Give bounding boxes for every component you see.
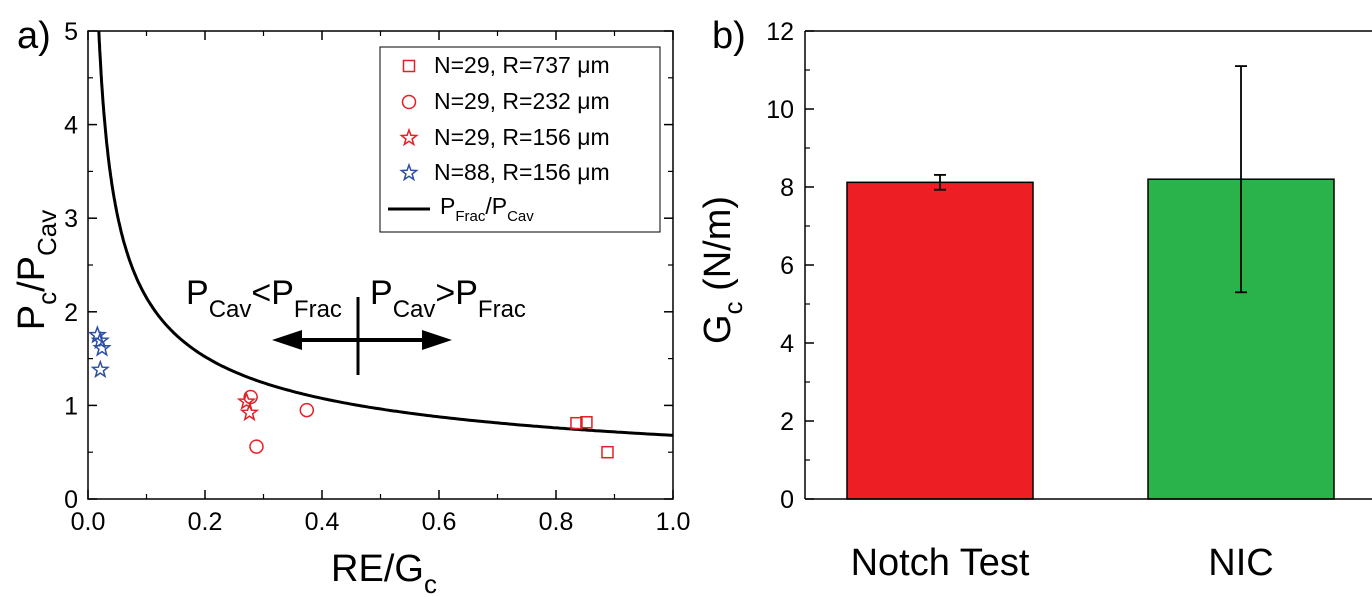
panel-a-x-axis-label: RE/Gc xyxy=(331,548,437,597)
x-tick-label: 0.8 xyxy=(539,508,574,536)
panel-a-ticks: 0.0 0.2 0.4 0.6 0.8 1.0 0 1 2 3 4 5 xyxy=(64,18,690,536)
panel-b-ticks: 0 2 4 6 8 10 12 xyxy=(766,18,814,514)
data-point xyxy=(570,416,583,430)
legend-frame xyxy=(379,46,661,233)
x-tick-label: 1.0 xyxy=(656,508,691,536)
y-tick-label: 4 xyxy=(64,112,78,140)
y-tick-label: 0 xyxy=(780,486,794,514)
data-point xyxy=(87,325,108,344)
data-point xyxy=(249,439,264,454)
data-point xyxy=(299,402,315,418)
y-tick-label: 0 xyxy=(64,486,78,514)
data-point xyxy=(601,445,614,459)
panel-b: b) Notch Test NIC 0 2 4 6 8 10 12 Gc (N/m) xyxy=(697,15,1372,584)
pfrac-pcav-curve xyxy=(97,31,674,437)
y-tick-label: 5 xyxy=(64,18,78,46)
y-tick-label: 1 xyxy=(64,392,78,420)
panel-b-label: b) xyxy=(712,15,746,57)
y-tick-label: 8 xyxy=(780,174,794,202)
legend-marker xyxy=(399,162,419,182)
bar xyxy=(846,181,1034,500)
data-point xyxy=(580,415,593,429)
annotation-arrow-right-head xyxy=(422,330,452,350)
panel-a-label: a) xyxy=(17,15,51,57)
data-point xyxy=(92,338,112,357)
panel-a-y-axis-label: Pc/PCav xyxy=(11,210,62,331)
legend-label-3: N=29, R=156 μm xyxy=(434,124,610,150)
legend-label-4: N=88, R=156 μm xyxy=(434,159,610,185)
y-tick-label: 12 xyxy=(766,18,794,46)
y-tick-label: 2 xyxy=(780,408,794,436)
bar-category-label: Notch Test xyxy=(851,542,1030,584)
legend-label-1: N=29, R=737 μm xyxy=(434,52,610,78)
cavitation-fracture-annotation: PCav<PFrac PCav>PFrac xyxy=(186,274,526,375)
legend-marker xyxy=(401,94,417,110)
y-tick-label: 4 xyxy=(780,330,794,358)
data-point xyxy=(236,391,257,410)
annotation-left-text: PCav<PFrac xyxy=(186,274,342,323)
panel-a: a) 0.0 0.2 0.4 0.6 0.8 1.0 0 1 2 3 4 5 PCav<PFrac P… xyxy=(11,15,690,597)
panel-a-legend: N=29, R=737 μm N=29, R=232 μm N=29, R=15… xyxy=(379,46,661,233)
panel-b-y-axis-label: Gc (N/m) xyxy=(697,196,748,344)
y-tick-label: 6 xyxy=(780,252,794,280)
y-tick-label: 3 xyxy=(64,205,78,233)
legend-label-2: N=29, R=232 μm xyxy=(434,88,610,114)
legend-markers xyxy=(399,59,419,182)
x-tick-label: 0.6 xyxy=(422,508,457,536)
legend-marker xyxy=(402,59,416,73)
y-tick-label: 2 xyxy=(64,299,78,327)
annotation-right-text: PCav>PFrac xyxy=(370,274,526,323)
legend-label-5: PFrac/PCav xyxy=(440,193,534,225)
data-point xyxy=(239,402,260,422)
bar-category-label: NIC xyxy=(1208,542,1273,584)
annotation-arrow-left-head xyxy=(272,330,302,350)
y-tick-label: 10 xyxy=(766,96,794,124)
panel-a-curve-layer xyxy=(97,31,674,437)
x-tick-label: 0.4 xyxy=(305,508,340,536)
x-tick-label: 0.2 xyxy=(188,508,223,536)
x-tick-label: 0.0 xyxy=(71,508,106,536)
panel-a-points-layer xyxy=(87,325,614,459)
data-point xyxy=(90,359,110,379)
panel-b-bars-layer: Notch Test NIC xyxy=(846,65,1335,584)
legend-marker xyxy=(399,127,419,147)
